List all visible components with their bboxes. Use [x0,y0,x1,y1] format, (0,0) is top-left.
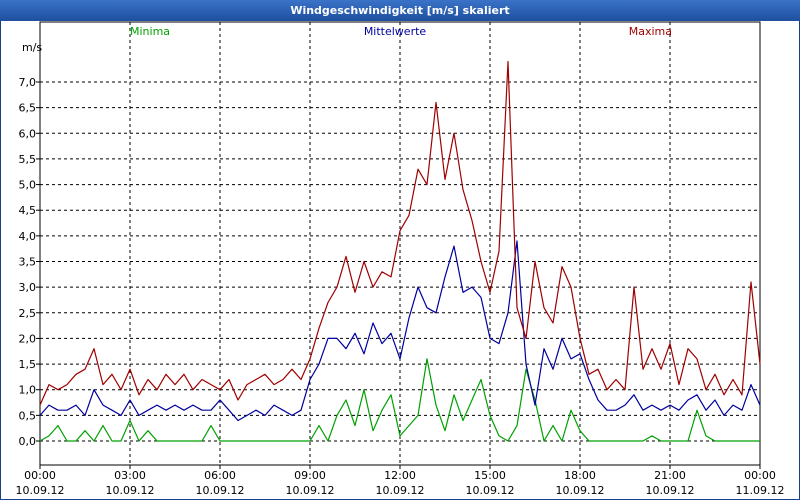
x-tick-time: 09:00 [294,469,326,482]
x-tick-time: 06:00 [204,469,236,482]
y-tick-label: 2,5 [19,307,37,320]
y-tick-label: 2,0 [19,332,37,345]
x-tick-time: 21:00 [654,469,686,482]
y-tick-label: 7,0 [19,76,37,89]
y-tick-label: 1,0 [19,384,37,397]
y-tick-label: 5,5 [19,153,37,166]
x-tick-time: 03:00 [114,469,146,482]
legend-maxima: Maxima [629,25,672,38]
x-tick-time: 12:00 [384,469,416,482]
series-line-minima [39,358,760,442]
y-axis-label: m/s [22,41,42,54]
x-tick-date: 10.09.12 [466,484,515,497]
y-tick-label: 3,0 [19,281,37,294]
x-tick-date: 10.09.12 [556,484,605,497]
x-tick-time: 00:00 [744,469,776,482]
x-tick-time: 18:00 [564,469,596,482]
x-tick-date: 10.09.12 [286,484,335,497]
legend-minima: Minima [130,25,170,38]
chart-title: Windgeschwindigkeit [m/s] skaliert [0,0,800,21]
series-layer [39,60,761,442]
y-tick-label: 0,5 [19,409,37,422]
x-tick-date: 10.09.12 [106,484,155,497]
y-tick-label: 5,0 [19,179,37,192]
x-tick-date: 10.09.12 [646,484,695,497]
series-line-maxima [39,60,761,406]
x-tick-date: 10.09.12 [196,484,245,497]
y-tick-label: 4,5 [19,204,37,217]
y-tick-label: 6,5 [19,102,37,115]
y-tick-label: 1,5 [19,358,37,371]
y-ticks: 0,0 0,5 1,0 1,5 2,0 2,5 3,0 3,5 4,0 4,5 5,0 5,5 6,0 6… [19,76,40,448]
x-tick-date: 10.09.12 [376,484,425,497]
y-tick-label: 6,0 [19,127,37,140]
grid-layer [40,22,760,465]
legend-mittelwerte: Mittelwerte [364,25,427,38]
y-tick-label: 0,0 [19,435,37,448]
y-tick-label: 3,5 [19,256,37,269]
y-tick-label: 4,0 [19,230,37,243]
series-line-mittelwerte [39,240,761,422]
x-tick-date: 11.09.12 [736,484,785,497]
x-tick-date: 10.09.12 [16,484,65,497]
x-tick-time: 15:00 [474,469,506,482]
x-tick-time: 00:00 [24,469,56,482]
x-ticks: 00:00 10.09.12 03:00 10.09.12 06:00 10.09.12 0… [16,465,785,497]
